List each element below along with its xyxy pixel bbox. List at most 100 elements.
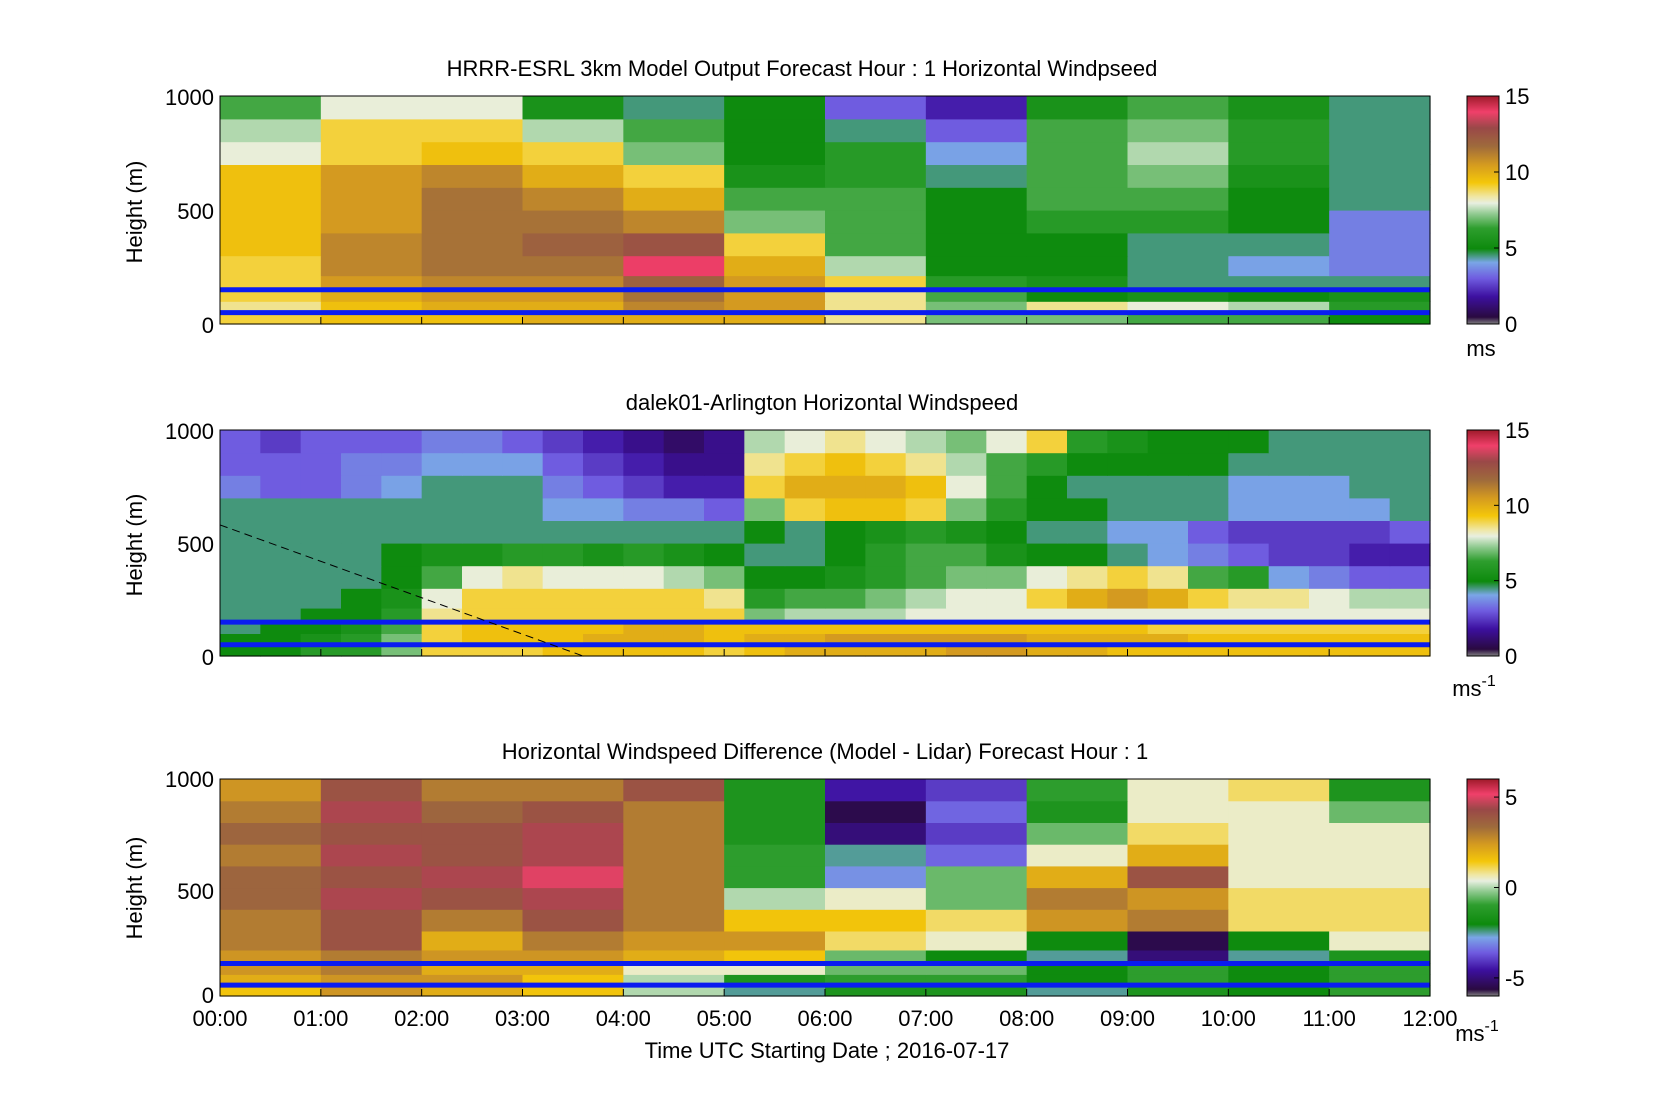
heatmap-cell: [300, 543, 342, 567]
heatmap-cell: [825, 164, 927, 188]
heatmap-cell: [522, 930, 624, 951]
y-tick-label: 1000: [165, 767, 214, 792]
heatmap-cell: [1026, 963, 1129, 975]
heatmap-cell: [421, 949, 524, 965]
heatmap-cell: [522, 963, 624, 975]
heatmap-cell: [583, 520, 624, 544]
heatmap-cell: [1026, 588, 1068, 609]
heatmap-cell: [623, 312, 725, 325]
heatmap-cell: [1309, 475, 1350, 499]
heatmap-cell: [825, 865, 927, 889]
x-tick-label: 09:00: [1100, 1006, 1155, 1031]
heatmap-cell: [1188, 430, 1229, 454]
heatmap-cell: [1026, 644, 1068, 657]
heatmap-cell: [1026, 622, 1068, 634]
heatmap-cell: [260, 497, 302, 521]
heatmap-cell: [1026, 475, 1068, 499]
heatmap-cell: [623, 985, 725, 997]
heatmap-cell: [623, 622, 665, 634]
heatmap-cell: [663, 520, 705, 544]
heatmap-cell: [320, 949, 423, 965]
heatmap-cell: [1309, 588, 1350, 609]
heatmap-cell: [502, 475, 544, 499]
heatmap-cell: [1026, 800, 1129, 823]
heatmap-cell: [421, 607, 463, 623]
heatmap-cell: [462, 622, 503, 634]
heatmap-cell: [1228, 633, 1270, 646]
heatmap-cell: [663, 475, 705, 499]
heatmap-cell: [925, 232, 1028, 257]
heatmap-cell: [825, 118, 927, 143]
heatmap-cell: [1389, 607, 1431, 623]
heatmap-cell: [1127, 930, 1229, 951]
heatmap-cell: [542, 543, 584, 567]
heatmap-cell: [260, 633, 302, 646]
heatmap-cell: [1228, 255, 1330, 277]
heatmap-cell: [462, 475, 503, 499]
heatmap-cell: [220, 430, 261, 454]
heatmap-cell: [260, 588, 302, 609]
heatmap-cell: [825, 210, 927, 234]
heatmap-cell: [825, 800, 927, 823]
reference-lines: [220, 960, 1430, 988]
heatmap-cell: [1329, 118, 1431, 143]
heatmap-cell: [1329, 844, 1431, 867]
heatmap-cell: [1228, 865, 1330, 889]
heatmap-cell: [341, 497, 382, 521]
heatmap-cell: [986, 644, 1028, 657]
colorbar: 0 5 10 15 ms: [1466, 84, 1529, 361]
heatmap-cell: [946, 607, 987, 623]
heatmap-cell: [724, 844, 826, 867]
colorbar-gradient: [1466, 778, 1500, 997]
heatmap-cell: [744, 633, 786, 646]
heatmap-cell: [522, 974, 624, 986]
heatmap-cell: [421, 312, 524, 325]
x-tick-label: 12:00: [1402, 1006, 1457, 1031]
heatmap-cell: [1127, 187, 1229, 211]
heatmap-cell: [462, 644, 503, 657]
heatmap-cell: [1329, 312, 1431, 325]
heatmap-cell: [663, 622, 705, 634]
heatmap-cell: [724, 949, 826, 965]
heatmap-cell: [704, 543, 745, 567]
heatmap-cell: [320, 930, 423, 951]
heatmap-cell: [825, 822, 927, 845]
heatmap-cell: [502, 622, 544, 634]
heatmap-cell: [1389, 644, 1431, 657]
heatmap-cell: [1329, 187, 1431, 211]
heatmap-cell: [522, 255, 624, 277]
heatmap-cell: [341, 475, 382, 499]
heatmap-cell: [946, 565, 987, 589]
heatmap-cell: [220, 543, 261, 567]
heatmap-cell: [542, 475, 584, 499]
heatmap-cell: [341, 588, 382, 609]
heatmap-cell: [986, 588, 1028, 609]
heatmap-cell: [381, 543, 423, 567]
heatmap-cell: [421, 452, 463, 476]
heatmap-cell: [1389, 633, 1431, 646]
heatmap-cell: [1268, 607, 1310, 623]
heatmap-cell: [1188, 452, 1229, 476]
heatmap-cell: [623, 963, 725, 975]
heatmap-cell: [421, 622, 463, 634]
y-axis-label: Height (m): [122, 161, 147, 264]
heatmap-cell: [1228, 141, 1330, 165]
heatmap-cell: [623, 822, 725, 845]
heatmap-cell: [220, 497, 261, 521]
heatmap-cell: [1349, 543, 1391, 567]
heatmap-cell: [663, 497, 705, 521]
heatmap-cell: [865, 565, 907, 589]
heatmap-cell: [220, 974, 322, 986]
heatmap-cell: [522, 985, 624, 997]
heatmap-cell: [522, 187, 624, 211]
heatmap-cell: [220, 985, 322, 997]
heatmap-cell: [1107, 565, 1149, 589]
heatmap-cell: [946, 543, 987, 567]
heatmap-cell: [1309, 565, 1350, 589]
heatmap-cell: [905, 633, 947, 646]
heatmap-cell: [825, 497, 866, 521]
heatmap-cell: [1127, 800, 1229, 823]
heatmap-cell: [1127, 255, 1229, 277]
heatmap-cell: [724, 141, 826, 165]
heatmap-cell: [1329, 289, 1431, 302]
